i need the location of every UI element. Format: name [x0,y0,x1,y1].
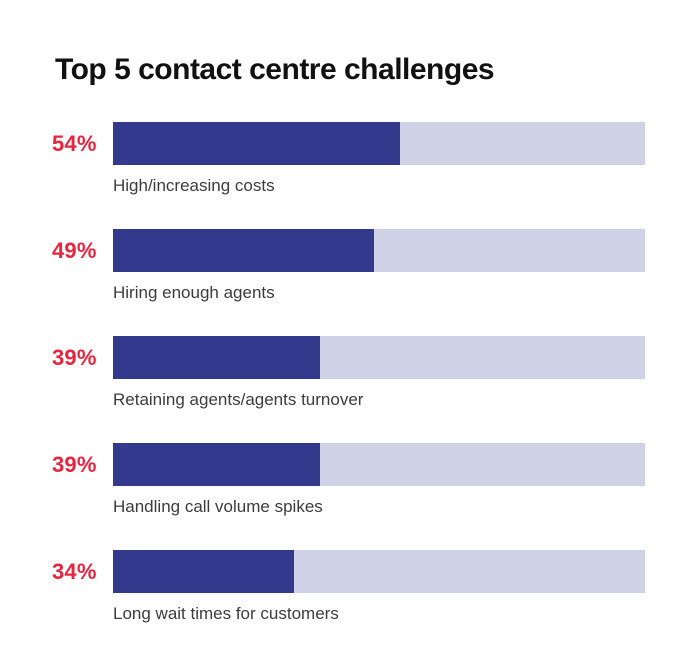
bar-track [113,443,645,486]
bar-category-label: Hiring enough agents [113,283,275,302]
bar-track [113,550,645,593]
bar-column: Handling call volume spikes [113,443,645,517]
bar-category-label: Retaining agents/agents turnover [113,390,364,409]
bar-fill [113,122,401,165]
bar-column: High/increasing costs [113,122,645,196]
bar-row: 54% High/increasing costs [52,122,645,196]
bar-value-label: 39% [52,452,97,477]
bar-row: 39% Handling call volume spikes [52,443,645,517]
bar-value-label: 49% [52,238,97,263]
bar-fill [113,229,374,272]
bar-row: 49% Hiring enough agents [52,229,645,303]
bar-track [113,229,645,272]
bar-chart: 54% High/increasing costs 49% Hiring eno… [52,122,645,624]
bar-value-label: 39% [52,345,97,370]
bar-row: 39% Retaining agents/agents turnover [52,336,645,410]
bar-column: Hiring enough agents [113,229,645,303]
bar-track [113,336,645,379]
bar-row: 34% Long wait times for customers [52,550,645,624]
bar-column: Retaining agents/agents turnover [113,336,645,410]
bar-column: Long wait times for customers [113,550,645,624]
page-title: Top 5 contact centre challenges [55,53,495,86]
bar-fill [113,550,294,593]
bar-category-label: High/increasing costs [113,176,275,195]
bar-fill [113,336,321,379]
bar-value-label: 54% [52,131,97,156]
bar-fill [113,443,321,486]
bar-category-label: Long wait times for customers [113,604,339,623]
bar-value-label: 34% [52,559,97,584]
bar-track [113,122,645,165]
bar-category-label: Handling call volume spikes [113,497,323,516]
